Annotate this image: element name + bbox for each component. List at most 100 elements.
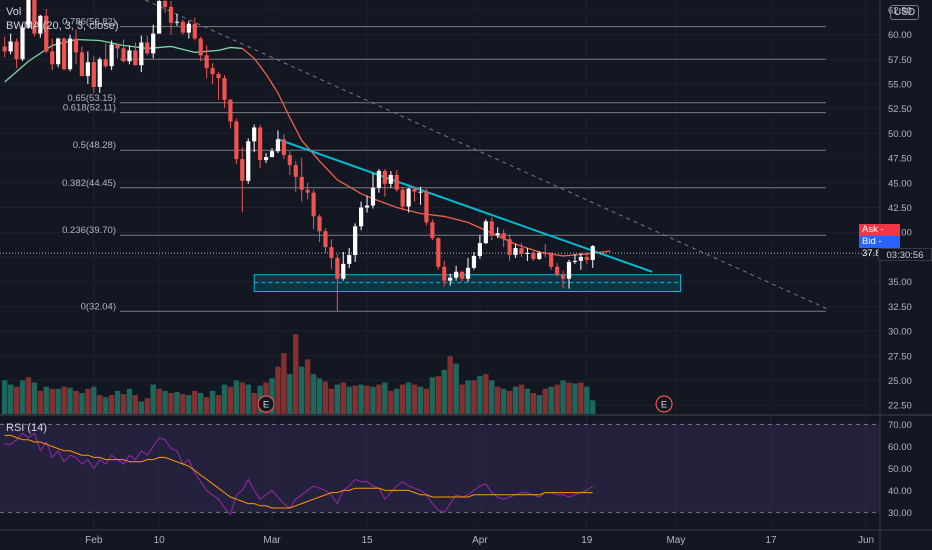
- currency-badge[interactable]: USD: [890, 5, 920, 20]
- volume-bar: [578, 382, 584, 414]
- candle-body: [62, 38, 67, 70]
- candle-body: [32, 0, 37, 34]
- candle-body: [228, 99, 233, 122]
- candle-body: [507, 239, 512, 255]
- volume-bar: [471, 380, 477, 414]
- time-tick-label: Apr: [472, 535, 488, 546]
- candle-body: [210, 68, 215, 75]
- candle-body: [400, 189, 405, 207]
- price-tick-label: 35.00: [888, 277, 912, 288]
- volume-bar: [560, 380, 566, 414]
- price-tick-label: 50.00: [888, 129, 912, 140]
- volume-bar: [227, 386, 234, 414]
- indicator-label[interactable]: BWMA (20, 3, 3, close): [6, 20, 119, 32]
- volume-bar: [554, 384, 560, 414]
- time-tick-label: 17: [765, 535, 777, 546]
- volume-bar: [394, 388, 400, 414]
- candles: [2, 0, 595, 312]
- volume-bar: [322, 381, 329, 414]
- candle-body: [370, 187, 376, 206]
- candle-body: [418, 191, 423, 193]
- candle-body: [459, 271, 465, 279]
- volume-bar: [584, 386, 590, 414]
- volume-bar: [316, 378, 323, 414]
- volume-bar: [239, 382, 245, 414]
- candle-body: [430, 222, 435, 239]
- rsi-tick-label: 40.00: [888, 486, 912, 497]
- candle-body: [234, 121, 239, 160]
- price-tick-label: 42.50: [888, 203, 912, 214]
- volume-bar: [447, 356, 453, 414]
- time-tick-label: May: [666, 535, 685, 546]
- candle-body: [287, 155, 292, 166]
- candle-body: [376, 170, 382, 188]
- fib-level-label: 0.786(56.82): [62, 17, 116, 28]
- candle-body: [519, 248, 524, 254]
- fib-level-label: 0.65(53.15): [67, 93, 116, 104]
- descending-trendline: [277, 138, 653, 273]
- volume-bar: [334, 384, 341, 414]
- candle-body: [549, 253, 554, 267]
- candle-body: [14, 41, 19, 60]
- candle-body: [347, 254, 352, 264]
- volume-bar: [340, 382, 346, 414]
- candle-body: [263, 157, 269, 161]
- volume-bar: [221, 384, 228, 414]
- volume-bar: [209, 390, 216, 414]
- candle-body: [20, 27, 25, 60]
- candle-body: [359, 207, 364, 227]
- price-tick-label: 25.00: [888, 376, 912, 387]
- dashed-trendline: [144, 0, 831, 311]
- rsi-tick-label: 30.00: [888, 508, 912, 519]
- candle-body: [26, 0, 31, 28]
- price-tick-label: 52.50: [888, 104, 912, 115]
- volume-bar: [429, 377, 436, 414]
- time-tick-label: 19: [581, 535, 593, 546]
- candle-body: [222, 78, 227, 100]
- volume-bar: [192, 390, 198, 414]
- earnings-marker-label: E: [661, 400, 667, 411]
- candle-body: [566, 261, 572, 279]
- volume-bar: [536, 395, 542, 414]
- volume-bar: [132, 395, 139, 414]
- volume-bar: [37, 390, 44, 414]
- candle-body: [489, 221, 494, 236]
- trendlines[interactable]: [0, 0, 880, 311]
- candle-body: [174, 21, 180, 23]
- volume-bar: [245, 384, 251, 414]
- candle-body: [448, 277, 453, 281]
- volume-bar: [198, 393, 204, 414]
- price-tick-label: 30.00: [888, 327, 912, 338]
- volume-bar: [512, 386, 519, 414]
- candle-body: [436, 238, 441, 267]
- volume-bar: [85, 388, 91, 414]
- volume-bar: [310, 374, 317, 414]
- volume-bar: [423, 388, 430, 414]
- candle-body: [543, 252, 548, 254]
- candle-body: [269, 151, 275, 158]
- candle-body: [323, 231, 328, 248]
- candle-body: [151, 33, 156, 54]
- candle-body: [44, 15, 49, 52]
- volume-bar: [441, 369, 447, 414]
- earnings-marker: [257, 395, 275, 413]
- volume-bar: [530, 393, 537, 414]
- candle-body: [103, 59, 108, 67]
- volume-bar: [364, 385, 370, 414]
- rsi-label[interactable]: RSI (14): [6, 422, 47, 434]
- rsi-band: [0, 424, 880, 513]
- candle-body: [240, 159, 245, 181]
- candle-body: [394, 174, 399, 190]
- volume-bar: [43, 386, 49, 414]
- volume-bar: [55, 388, 61, 414]
- volume-bar: [138, 401, 145, 414]
- price-tick-label: 27.50: [888, 351, 912, 362]
- candle-body: [388, 174, 393, 184]
- candle-body: [465, 267, 471, 279]
- candle-body: [180, 21, 185, 33]
- bid-price-tag: Bid - 37.87: [859, 236, 900, 259]
- volume-bar: [174, 391, 180, 414]
- candle-body: [299, 176, 304, 190]
